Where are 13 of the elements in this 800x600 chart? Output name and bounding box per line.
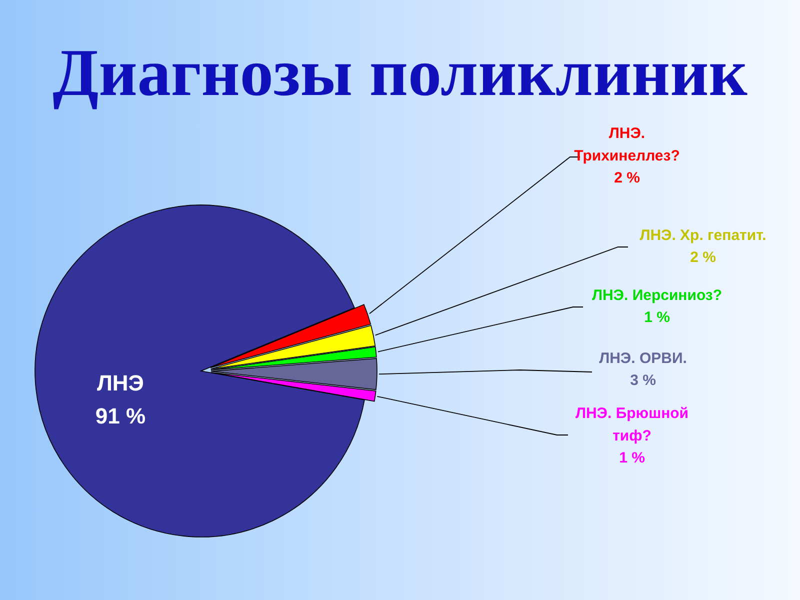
data-label: 2 % [614, 170, 640, 186]
slice-label: ЛНЭ [96, 370, 144, 396]
data-label: 1 % [644, 309, 670, 326]
data-label: 91 % [95, 403, 146, 428]
slice-label: ЛНЭ. Хр. гепатит. [640, 226, 766, 244]
data-label: 2 % [690, 249, 716, 266]
slice-label: ЛНЭ. Трихинеллез? [574, 124, 680, 164]
slice-label: ЛНЭ. ОРВИ. [599, 350, 687, 366]
data-label: 3 % [630, 372, 656, 389]
slice-label: ЛНЭ. Брюшной тиф? [575, 404, 689, 444]
chart-title: Диагнозы поликлиник [52, 36, 748, 110]
slice-label: ЛНЭ. Иерсиниоз? [592, 286, 722, 304]
data-label: 1 % [619, 450, 645, 466]
